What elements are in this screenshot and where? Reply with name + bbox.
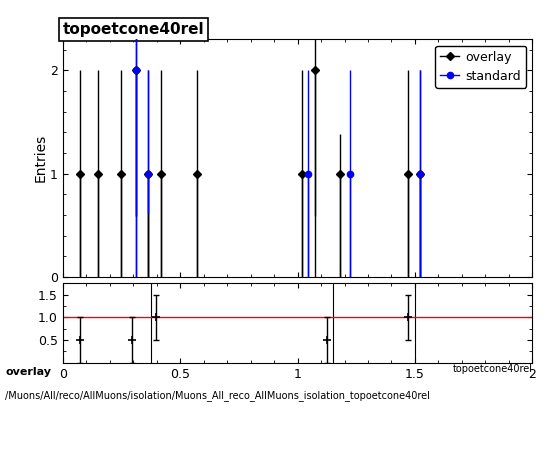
Text: overlay: overlay	[5, 367, 51, 377]
Text: topoetcone40rel: topoetcone40rel	[452, 364, 532, 374]
Y-axis label: Entries: Entries	[33, 134, 47, 182]
Legend: overlay, standard: overlay, standard	[436, 46, 526, 88]
Text: topoetcone40rel: topoetcone40rel	[63, 22, 204, 37]
Text: /Muons/All/reco/AllMuons/isolation/Muons_All_reco_AllMuons_isolation_topoetcone4: /Muons/All/reco/AllMuons/isolation/Muons…	[5, 390, 430, 401]
